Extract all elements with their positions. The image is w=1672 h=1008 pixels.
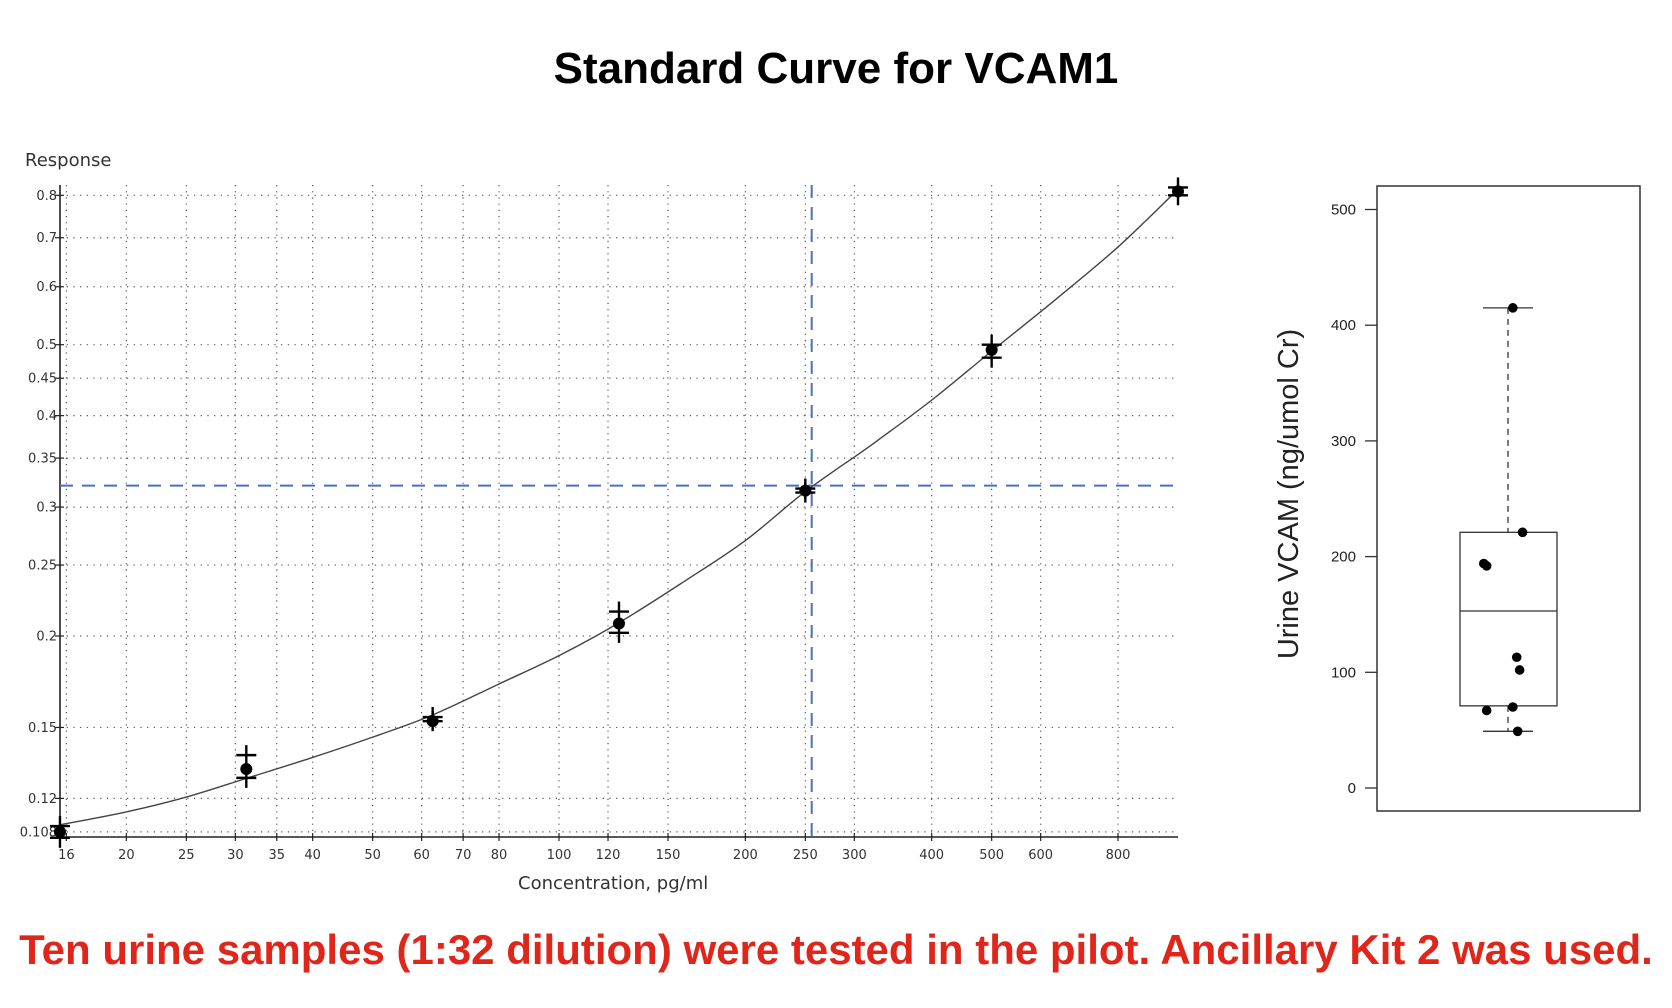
fit-curve-group	[59, 192, 1175, 826]
y-tick-label: 0.25	[28, 559, 57, 574]
x-axis-label: Concentration, pg/ml	[518, 873, 708, 894]
x-tick-label: 80	[491, 848, 508, 863]
x-tick-label: 120	[596, 848, 621, 863]
x-tick-label: 50	[364, 848, 381, 863]
x-tick-label: 300	[842, 848, 867, 863]
x-tick-label: 100	[547, 848, 572, 863]
y-tick-label: 0.108	[20, 825, 57, 840]
y-tick-label: 0.3	[36, 501, 57, 516]
fit-curve	[59, 192, 1175, 826]
x-tick-label: 16	[58, 848, 75, 863]
replicate-marker	[236, 745, 257, 766]
x-tick-label: 150	[656, 848, 681, 863]
x-tick-label: 400	[919, 848, 944, 863]
mean-point	[985, 343, 998, 356]
y-tick-label: 0.5	[36, 338, 57, 353]
mean-point	[1172, 185, 1184, 198]
grid-lines	[60, 185, 1178, 837]
x-tick-label: 30	[227, 848, 244, 863]
x-tick-label: 250	[793, 848, 818, 863]
mean-point	[240, 763, 253, 776]
footnote: Ten urine samples (1:32 dilution) were t…	[19, 926, 1653, 973]
reference-lines	[60, 185, 1178, 837]
y-tick-label: 0.35	[28, 452, 57, 467]
data-points	[49, 177, 1188, 848]
x-tick-label: 20	[118, 848, 135, 863]
x-tick-label: 40	[304, 848, 321, 863]
x-tick-label: 800	[1106, 848, 1131, 863]
tick-labels: 16 20 25 30 35 40 50 60 70 80 100 120 150 200 250 300 40…	[20, 189, 1131, 863]
y-tick-label: 0.4	[36, 409, 57, 424]
x-tick-label: 600	[1028, 848, 1053, 863]
mean-point	[53, 825, 66, 838]
y-tick-label: 0.7	[36, 231, 57, 246]
mean-point	[799, 484, 812, 497]
y-tick-label: 0.2	[36, 630, 57, 645]
y-tick-label: 0.45	[28, 372, 57, 387]
y-tick-label: 0.6	[36, 280, 57, 295]
x-tick-label: 200	[733, 848, 758, 863]
figure-title: Standard Curve for VCAM1	[553, 44, 1119, 93]
y-tick-label: 0.15	[28, 721, 57, 736]
axes	[55, 185, 1178, 841]
x-tick-label: 70	[455, 848, 472, 863]
mean-point	[612, 617, 625, 630]
x-tick-label: 35	[269, 848, 286, 863]
y-axis-label: Response	[25, 150, 111, 171]
mean-point	[426, 715, 439, 728]
y-tick-label: 0.8	[36, 189, 57, 204]
x-tick-label: 60	[413, 848, 430, 863]
y-tick-label: 0.12	[28, 792, 57, 807]
x-tick-label: 25	[178, 848, 195, 863]
x-tick-label: 500	[979, 848, 1004, 863]
